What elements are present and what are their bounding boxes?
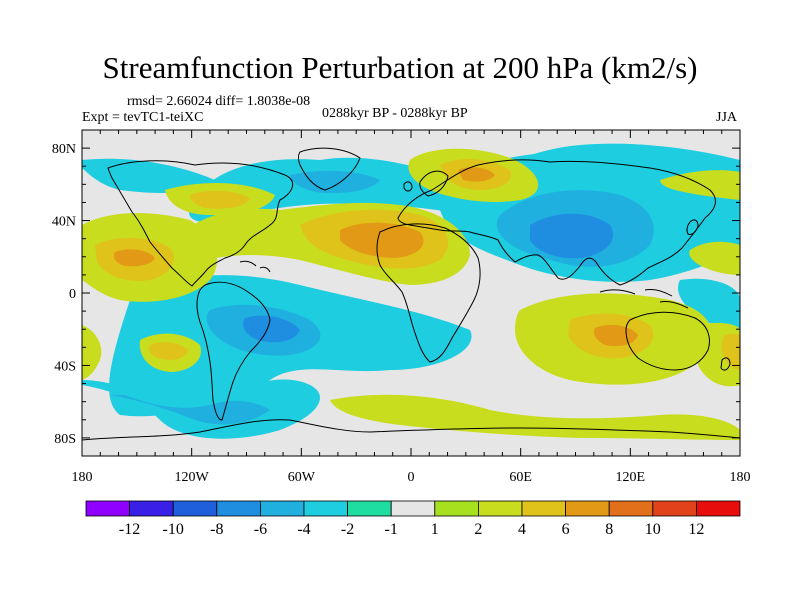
colorbar-label: 1	[431, 521, 439, 538]
colorbar: -12 -10 -8 -6 -4 -2 -1 1 2 4 6 8 10 12	[85, 500, 741, 538]
lon-tick-label: 180	[72, 470, 93, 485]
lon-tick-label: 180	[730, 470, 751, 485]
lat-tick-label: 80S	[54, 432, 76, 447]
colorbar-swatch	[652, 500, 697, 517]
colorbar-label: -10	[163, 521, 184, 538]
colorbar-swatch	[259, 500, 305, 517]
contour-pos6-atlantic-core	[340, 222, 424, 258]
lon-tick-label: 60E	[509, 470, 532, 485]
colorbar-swatch	[85, 500, 130, 517]
contour-pos6-siberia-core	[458, 167, 495, 182]
coast-eurasia	[397, 159, 716, 286]
coast-scandinavia	[419, 170, 449, 197]
colorbar-swatch	[696, 500, 741, 517]
period-line: 0288kyr BP - 0288kyr BP	[322, 106, 468, 121]
season-label: JJA	[716, 110, 738, 125]
colorbar-label: 12	[688, 521, 704, 538]
contour-pos-west-pacific-edge	[82, 325, 102, 380]
colorbar-swatch	[521, 500, 566, 517]
coast-caribbean	[239, 260, 271, 273]
contour-neg4-north-america	[290, 170, 380, 194]
lat-tick-label: 40S	[54, 359, 76, 374]
lon-tick-label: 0	[408, 470, 415, 485]
experiment-line: Expt = tevTC1-teiXC	[82, 110, 204, 125]
lat-tick-label: 0	[69, 287, 76, 302]
lon-tick-label: 60W	[288, 470, 316, 485]
colorbar-swatch	[608, 500, 654, 517]
contour-neg6-atlantic-core	[243, 315, 300, 343]
colorbar-swatch	[216, 500, 261, 517]
colorbar-swatch	[477, 500, 523, 517]
colorbar-label: 8	[605, 521, 613, 538]
colorbar-label: 6	[562, 521, 570, 538]
colorbar-label: -8	[210, 521, 223, 538]
lat-tick-label: 80N	[52, 142, 76, 157]
contour-neg-arctic	[498, 151, 640, 177]
colorbar-label: -12	[119, 521, 140, 538]
map-axes: 80N 40N 0 40S 80S 180 120W 60W 0 60E 120E 180	[52, 130, 751, 485]
coast-africa	[376, 223, 481, 363]
colorbar-label: 2	[474, 521, 482, 538]
contour-neg6-asia-core	[530, 213, 614, 259]
contour-pos4-south-pacific	[149, 342, 188, 360]
coast-australia	[625, 311, 710, 371]
coast-indonesia	[599, 289, 689, 309]
negative-anomaly-regions	[82, 143, 740, 439]
lat-tick-label: 40N	[52, 215, 76, 230]
contour-pos4-east	[721, 333, 740, 370]
plot-title: Streamfunction Perturbation at 200 hPa (…	[102, 50, 698, 85]
coast-antarctica	[82, 419, 740, 441]
contour-neg-east-pacific	[678, 278, 740, 330]
coast-north-america	[107, 160, 294, 287]
colorbar-swatch	[434, 500, 479, 517]
coast-new-zealand	[720, 357, 731, 371]
colorbar-label: 4	[518, 521, 526, 538]
coastlines	[82, 147, 740, 441]
contour-pos-north-east	[660, 170, 740, 200]
contour-pos-subpolar	[330, 394, 740, 440]
contour-neg4-southern-ocean	[110, 395, 270, 425]
contour-pos-east-pacific	[689, 241, 740, 275]
contour-pos6-pacific-core	[113, 249, 155, 267]
colorbar-swatch	[565, 500, 610, 517]
colorbar-swatch	[129, 500, 174, 517]
contour-pos4-gulf	[190, 190, 250, 209]
colorbar-swatch	[172, 500, 218, 517]
contour-pos6-indian-core	[593, 324, 638, 347]
colorbar-label: 10	[645, 521, 661, 538]
colorbar-label: -2	[341, 521, 354, 538]
coast-uk	[403, 181, 413, 192]
colorbar-swatch	[303, 500, 348, 517]
colorbar-label: -4	[297, 521, 310, 538]
coast-japan	[686, 219, 699, 235]
contour-field	[82, 130, 740, 456]
coast-greenland	[298, 147, 361, 191]
coast-south-america	[196, 281, 271, 421]
colorbar-label: -6	[254, 521, 267, 538]
lon-tick-label: 120W	[175, 470, 210, 485]
colorbar-label: -1	[385, 521, 398, 538]
lon-tick-label: 120E	[616, 470, 646, 485]
stats-line: rmsd= 2.66024 diff= 1.8038e-08	[127, 94, 311, 109]
colorbar-swatch	[347, 500, 392, 517]
colorbar-swatch	[390, 500, 436, 517]
